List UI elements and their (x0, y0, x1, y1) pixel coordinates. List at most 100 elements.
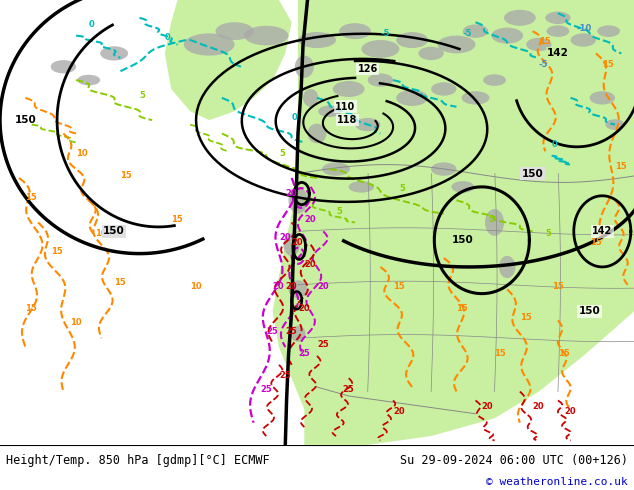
Ellipse shape (571, 33, 596, 47)
Ellipse shape (483, 74, 506, 86)
Ellipse shape (298, 32, 336, 48)
Text: 15: 15 (615, 162, 627, 171)
Text: -5: -5 (539, 60, 548, 69)
Ellipse shape (431, 82, 456, 96)
Ellipse shape (51, 60, 76, 74)
Ellipse shape (462, 91, 489, 104)
Text: 15: 15 (120, 171, 133, 180)
Text: © weatheronline.co.uk: © weatheronline.co.uk (486, 477, 628, 487)
Text: 25: 25 (266, 327, 278, 336)
Ellipse shape (333, 81, 365, 97)
Text: 20: 20 (317, 282, 328, 291)
Text: 0: 0 (552, 140, 557, 149)
Text: 20: 20 (482, 402, 493, 411)
Text: 150: 150 (15, 115, 36, 125)
Text: 20: 20 (273, 282, 284, 291)
Ellipse shape (100, 46, 128, 60)
Text: 5: 5 (545, 229, 551, 238)
Ellipse shape (547, 25, 569, 37)
Text: 10: 10 (76, 149, 87, 158)
Ellipse shape (545, 12, 571, 24)
Polygon shape (165, 0, 292, 120)
Text: 20: 20 (298, 304, 309, 314)
Text: 126: 126 (358, 64, 378, 74)
Ellipse shape (288, 187, 307, 214)
Text: 150: 150 (579, 306, 600, 317)
Text: 5: 5 (336, 207, 342, 216)
Ellipse shape (303, 89, 318, 107)
Text: 110: 110 (335, 102, 356, 112)
Ellipse shape (290, 326, 306, 342)
Text: 15: 15 (590, 238, 602, 246)
Ellipse shape (463, 24, 488, 38)
Text: 25: 25 (317, 340, 329, 349)
Text: 25: 25 (342, 385, 354, 393)
Text: 25: 25 (285, 327, 297, 336)
Ellipse shape (283, 234, 300, 256)
Text: 0: 0 (89, 20, 94, 29)
Ellipse shape (431, 162, 456, 176)
Text: 0: 0 (292, 113, 297, 122)
Text: 20: 20 (393, 407, 404, 416)
Ellipse shape (485, 209, 504, 236)
Text: 150: 150 (452, 235, 474, 245)
Ellipse shape (322, 162, 350, 176)
Text: -10: -10 (577, 24, 592, 33)
Ellipse shape (396, 32, 428, 48)
Text: 15: 15 (558, 349, 570, 358)
Text: 150: 150 (103, 226, 125, 236)
Ellipse shape (216, 22, 254, 40)
Text: 20: 20 (279, 233, 290, 242)
Text: -5: -5 (380, 28, 390, 38)
Text: Height/Temp. 850 hPa [gdmp][°C] ECMWF: Height/Temp. 850 hPa [gdmp][°C] ECMWF (6, 454, 270, 467)
Ellipse shape (526, 38, 552, 51)
Text: 118: 118 (337, 115, 358, 125)
Text: 15: 15 (456, 304, 469, 314)
Text: 15: 15 (495, 349, 507, 358)
Text: Su 29-09-2024 06:00 UTC (00+126): Su 29-09-2024 06:00 UTC (00+126) (399, 454, 628, 467)
Text: 15: 15 (51, 246, 63, 256)
Text: 20: 20 (285, 282, 297, 291)
Text: 142: 142 (592, 226, 612, 236)
Text: 20: 20 (304, 216, 316, 224)
Ellipse shape (349, 181, 374, 193)
Ellipse shape (307, 123, 327, 143)
Text: 20: 20 (533, 402, 544, 411)
Ellipse shape (491, 27, 523, 44)
Ellipse shape (590, 91, 615, 104)
Ellipse shape (451, 181, 474, 193)
Text: 15: 15 (25, 193, 37, 202)
Ellipse shape (499, 256, 515, 278)
Ellipse shape (396, 90, 428, 106)
Polygon shape (273, 0, 634, 445)
Ellipse shape (368, 74, 393, 87)
Ellipse shape (339, 23, 371, 39)
Text: 0: 0 (165, 33, 171, 42)
Text: 5: 5 (399, 184, 405, 194)
Ellipse shape (318, 105, 341, 117)
Ellipse shape (597, 25, 620, 37)
Text: 5: 5 (139, 91, 145, 100)
Text: 142: 142 (547, 49, 569, 58)
Text: 5: 5 (488, 216, 494, 224)
Text: 10: 10 (190, 282, 202, 291)
Text: 15: 15 (393, 282, 405, 291)
Ellipse shape (605, 119, 624, 130)
Text: 15: 15 (520, 313, 532, 322)
Text: 15: 15 (171, 216, 183, 224)
Ellipse shape (504, 10, 536, 26)
Text: 20: 20 (564, 407, 576, 416)
Ellipse shape (288, 280, 307, 298)
Text: 25: 25 (279, 371, 291, 380)
Ellipse shape (418, 47, 444, 60)
Text: -5: -5 (463, 28, 472, 38)
Ellipse shape (77, 75, 100, 85)
Text: 20: 20 (304, 260, 316, 269)
Text: 15: 15 (25, 304, 37, 314)
Text: 15: 15 (602, 60, 614, 69)
Text: 5: 5 (279, 149, 285, 158)
Text: 20: 20 (292, 238, 303, 246)
Text: 20: 20 (285, 189, 297, 198)
Ellipse shape (361, 40, 399, 58)
Text: 25: 25 (298, 349, 310, 358)
